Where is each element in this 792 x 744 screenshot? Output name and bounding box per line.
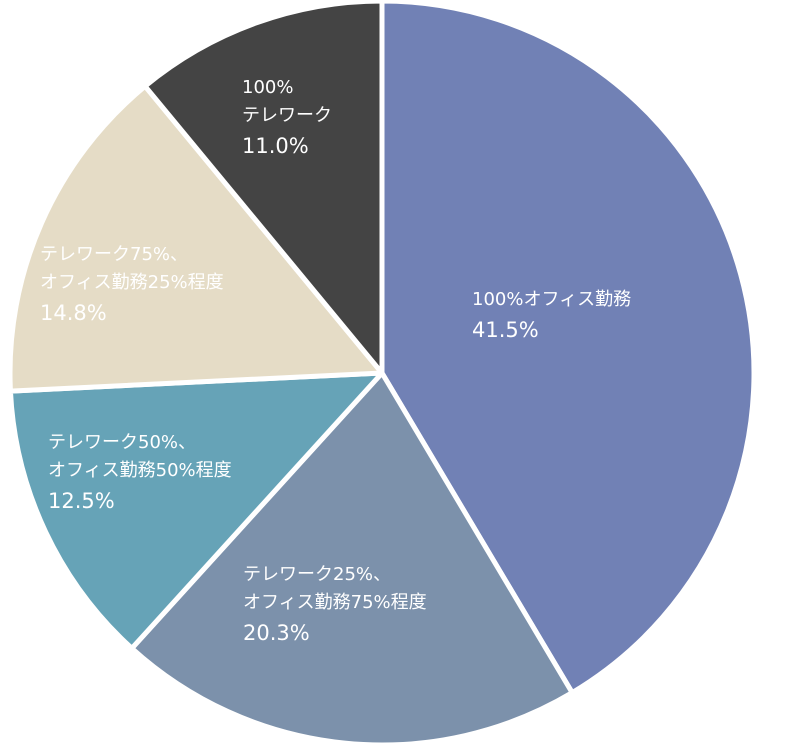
slice-label-1-line-1: 100%オフィス勤務 — [472, 289, 631, 310]
slice-label-group-3: テレワーク50%、オフィス勤務50%程度 12.5% — [48, 432, 232, 513]
slice-value-2: 20.3% — [243, 621, 310, 645]
slice-label-5-line-1: 100% — [242, 77, 293, 98]
pie-slice-4 — [7, 83, 385, 394]
slice-label-2-line-1: テレワーク25%、 — [243, 564, 391, 585]
slice-value-3: 12.5% — [48, 489, 115, 513]
slice-label-2-line-2: オフィス勤務75%程度 — [243, 592, 427, 613]
slice-label-group-2: テレワーク25%、オフィス勤務75%程度 20.3% — [243, 564, 427, 645]
slice-label-4-line-1: テレワーク75%、 — [40, 244, 188, 265]
slice-value-1: 41.5% — [472, 318, 539, 342]
slice-value-4: 14.8% — [40, 301, 107, 325]
slice-label-group-4: テレワーク75%、オフィス勤務25%程度 14.8% — [40, 244, 224, 325]
pie-slice-5 — [142, 0, 385, 376]
pie-slice-3 — [7, 370, 385, 651]
slice-value-5: 11.0% — [242, 134, 309, 158]
slice-label-3-line-1: テレワーク50%、 — [48, 432, 196, 453]
slice-label-4-line-2: オフィス勤務25%程度 — [40, 272, 224, 293]
slice-label-3-line-2: オフィス勤務50%程度 — [48, 460, 232, 481]
slice-label-group-1: 100%オフィス勤務 41.5% — [472, 289, 631, 342]
slice-label-5-line-2: テレワーク — [242, 105, 332, 126]
pie-slice-2 — [129, 370, 575, 744]
pie-slice-1 — [379, 0, 757, 696]
slice-label-group-5: 100% テレワーク 11.0% — [242, 77, 332, 158]
